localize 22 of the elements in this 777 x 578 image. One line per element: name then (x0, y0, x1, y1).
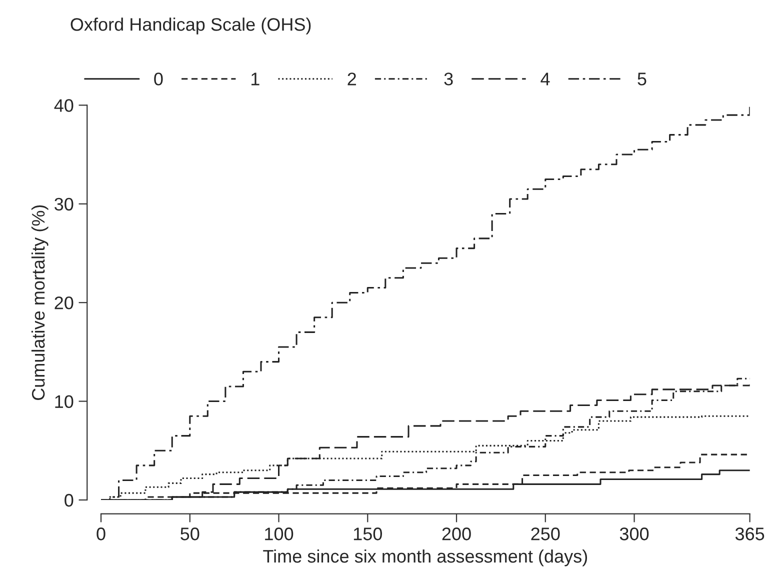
legend-label: 1 (252, 72, 260, 86)
x-axis-title: Time since six month assessment (days) (263, 549, 588, 566)
x-tick-label: 150 (354, 528, 382, 540)
y-tick-label: 0 (64, 494, 74, 507)
x-tick-label: 365 (735, 528, 764, 540)
y-tick-label: 20 (54, 296, 74, 310)
x-tick-label: 250 (531, 528, 560, 540)
x-tick-label: 200 (442, 528, 471, 540)
y-tick-label: 30 (54, 198, 74, 211)
x-tick-label: 50 (180, 528, 200, 540)
legend-label: 3 (444, 72, 453, 86)
x-tick-label: 100 (265, 528, 294, 540)
y-axis-title: Cumulative mortality (%) (31, 205, 48, 400)
legend-label: 0 (154, 72, 163, 86)
legend-label: 5 (638, 72, 646, 86)
legend-title: Oxford Handicap Scale (OHS) (70, 18, 311, 34)
x-tick-label: 300 (620, 528, 649, 540)
y-tick-label: 10 (55, 395, 74, 408)
legend-label: 2 (348, 72, 356, 86)
legend-label: 4 (540, 72, 550, 86)
x-tick-label: 0 (96, 528, 106, 540)
y-tick-label: 40 (54, 99, 74, 112)
